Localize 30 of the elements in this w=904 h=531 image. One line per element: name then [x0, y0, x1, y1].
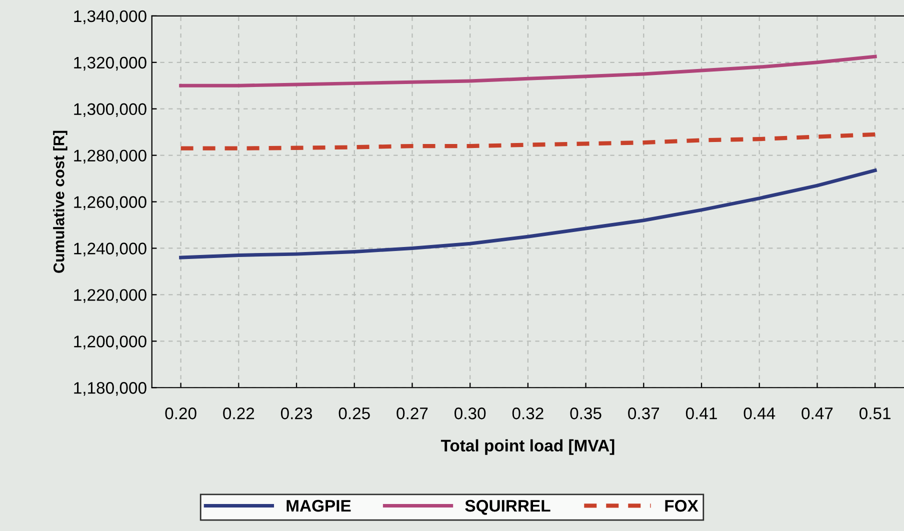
y-tick-label: 1,180,000 [74, 382, 146, 396]
line-series [179, 54, 877, 88]
x-tick-label: 0.32 [512, 408, 544, 420]
y-tick-label: 1,220,000 [74, 289, 146, 303]
x-axis-title: Total point load [MVA] [440, 439, 614, 455]
line-series [179, 168, 877, 260]
legend-label: FOX [665, 500, 698, 512]
y-tick-label: 1,320,000 [74, 56, 146, 71]
x-tick-label: 0.41 [686, 408, 717, 420]
x-tick-label: 0.37 [628, 408, 660, 420]
x-tick-label: 0.51 [860, 408, 890, 420]
line-series [178, 132, 878, 150]
y-tick-label: 1,240,000 [74, 242, 146, 256]
x-tick-label: 0.23 [280, 408, 312, 420]
legend-label: MAGPIE [286, 500, 351, 512]
legend-label: SQUIRREL [465, 500, 550, 515]
x-tick-label: 0.27 [396, 408, 428, 420]
x-tick-label: 0.22 [223, 408, 254, 420]
y-tick-label: 1,300,000 [74, 103, 146, 118]
y-tick-label: 1,280,000 [74, 150, 146, 164]
x-tick-label: 0.30 [454, 408, 486, 420]
y-tick-label: 1,260,000 [74, 196, 146, 210]
x-tick-label: 0.44 [744, 408, 776, 420]
x-tick-label: 0.20 [165, 408, 196, 420]
y-tick-label: 1,340,000 [74, 10, 146, 24]
y-tick-label: 1,200,000 [74, 336, 146, 350]
x-tick-label: 0.47 [802, 408, 833, 420]
x-tick-label: 0.25 [338, 408, 370, 420]
x-tick-label: 0.35 [570, 408, 602, 420]
y-axis-title: Cumulative cost [R] [53, 130, 68, 273]
